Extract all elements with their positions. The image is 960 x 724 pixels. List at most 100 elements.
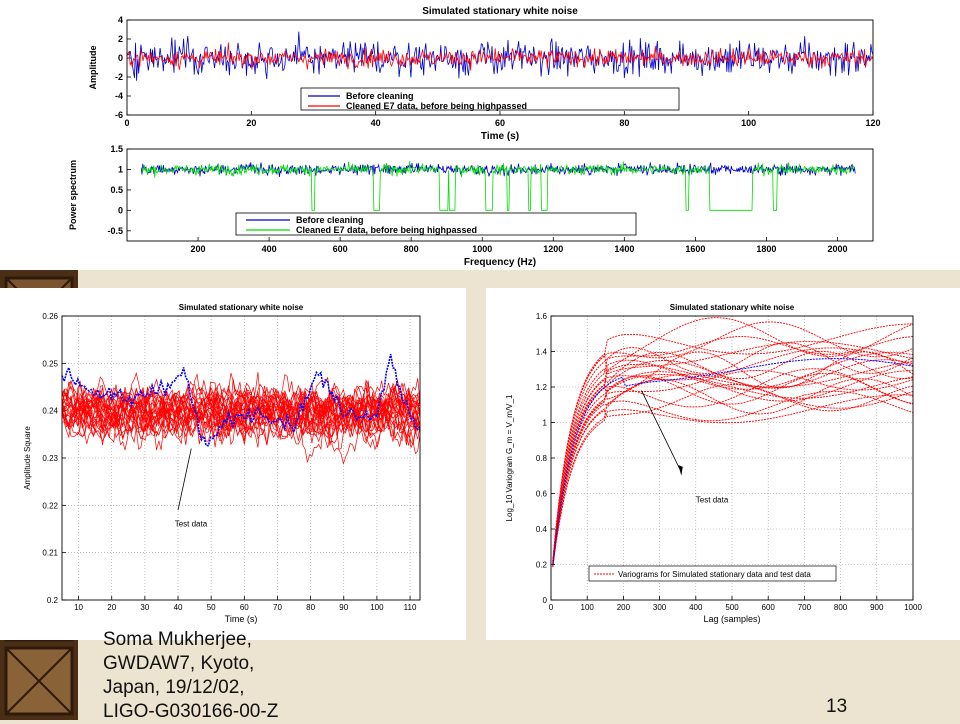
variogram-series-line bbox=[552, 323, 913, 562]
page-number: 13 bbox=[826, 696, 848, 717]
annotation-label: Test data bbox=[175, 520, 208, 529]
variogram-series-line bbox=[552, 336, 914, 562]
legend-box bbox=[588, 565, 837, 582]
x-tick-label: 60 bbox=[240, 603, 249, 612]
y-tick-label: 0.5 bbox=[110, 185, 123, 195]
variogram-series-line bbox=[552, 378, 914, 567]
x-tick-label: 300 bbox=[653, 603, 667, 612]
left-figure-panel: Simulated stationary white noise 10 20 30 40… bbox=[0, 288, 466, 640]
x-tick-label: 40 bbox=[174, 603, 183, 612]
y-axis-label: Amplitude bbox=[88, 46, 98, 90]
variogram-series-line bbox=[552, 342, 914, 563]
simulated-series-line bbox=[61, 372, 421, 451]
test-data-series-line bbox=[61, 353, 421, 447]
plot-frame bbox=[61, 315, 421, 601]
plot-frame bbox=[126, 148, 874, 242]
series-line-cleaned bbox=[126, 42, 874, 71]
slide-footer: Soma Mukherjee, GWDAW7, Kyoto, Japan, 19… bbox=[103, 628, 278, 724]
legend-box bbox=[300, 87, 680, 111]
y-tick-label: 0.2 bbox=[47, 596, 59, 605]
y-tick-label: 0.8 bbox=[536, 454, 548, 463]
y-tick-label: 2 bbox=[118, 34, 123, 44]
variogram-series-line bbox=[552, 374, 914, 566]
y-axis-label: Power spectrum bbox=[68, 160, 78, 230]
variogram-series-line bbox=[552, 370, 913, 566]
x-tick-label: 1600 bbox=[685, 244, 705, 254]
simulated-series-line bbox=[61, 376, 421, 451]
x-tick-label: 40 bbox=[371, 118, 381, 128]
x-axis-label: Lag (samples) bbox=[703, 614, 760, 624]
x-axis-label: Time (s) bbox=[225, 614, 258, 624]
simulated-series-line bbox=[61, 373, 421, 452]
x-tick-label: 50 bbox=[207, 603, 216, 612]
y-tick-label: -2 bbox=[115, 72, 123, 82]
legend-label: Cleaned E7 data, before being highpassed bbox=[296, 225, 477, 235]
x-axis-label: Frequency (Hz) bbox=[464, 257, 536, 268]
variogram-series-line bbox=[552, 321, 914, 562]
variogram-series-line bbox=[552, 390, 914, 567]
x-tick-label: 120 bbox=[865, 118, 880, 128]
x-tick-label: 600 bbox=[762, 603, 776, 612]
x-tick-label: 100 bbox=[741, 118, 756, 128]
x-tick-label: 110 bbox=[404, 603, 417, 612]
variogram-series-line bbox=[552, 317, 914, 561]
y-tick-label: 0 bbox=[118, 205, 123, 215]
series-line-cleaned bbox=[141, 161, 856, 211]
plot-frame bbox=[126, 19, 874, 116]
y-tick-label: 1 bbox=[118, 164, 123, 174]
x-tick-label: 800 bbox=[834, 603, 848, 612]
chart-title: Simulated stationary white noise bbox=[670, 303, 795, 312]
variogram-series-line bbox=[552, 372, 914, 566]
annotation-arrow bbox=[177, 448, 192, 511]
x-tick-label: 20 bbox=[246, 118, 256, 128]
y-tick-label: 0.26 bbox=[42, 312, 58, 321]
x-tick-label: 10 bbox=[74, 603, 83, 612]
x-tick-label: 1400 bbox=[614, 244, 634, 254]
variogram-series-line bbox=[552, 350, 914, 564]
y-tick-label: 0.24 bbox=[42, 407, 58, 416]
footer-author: Soma Mukherjee, bbox=[103, 629, 252, 650]
x-tick-label: 800 bbox=[404, 244, 419, 254]
simulated-series-line bbox=[61, 386, 421, 448]
x-tick-label: 1000 bbox=[472, 244, 492, 254]
test-data-series-line bbox=[552, 358, 914, 566]
simulated-series-line bbox=[61, 382, 421, 440]
x-axis-label: Time (s) bbox=[481, 131, 519, 142]
variogram-series-line bbox=[552, 370, 914, 565]
legend-box bbox=[235, 212, 637, 236]
y-tick-label: 1 bbox=[543, 419, 548, 428]
x-tick-label: 400 bbox=[262, 244, 277, 254]
variogram-series-line bbox=[552, 384, 914, 567]
top-figure-panel: Simulated stationary white noise 0 20 40 60 8… bbox=[0, 0, 960, 270]
variogram-series-line bbox=[552, 351, 914, 564]
y-tick-label: 1.2 bbox=[536, 383, 548, 392]
legend-label: Before cleaning bbox=[346, 91, 414, 101]
x-tick-label: 20 bbox=[107, 603, 116, 612]
variogram-series-line bbox=[552, 373, 914, 566]
y-tick-label: 0.25 bbox=[42, 359, 58, 368]
annotation-arrowhead bbox=[678, 465, 683, 476]
y-tick-label: 0.2 bbox=[536, 561, 548, 570]
x-tick-label: 600 bbox=[333, 244, 348, 254]
y-axis-label: Amplitude Square bbox=[23, 426, 32, 490]
x-tick-label: 30 bbox=[140, 603, 149, 612]
plot-frame bbox=[550, 315, 914, 601]
y-tick-label: 0 bbox=[118, 53, 123, 63]
x-tick-label: 0 bbox=[549, 603, 554, 612]
x-tick-label: 80 bbox=[306, 603, 315, 612]
y-tick-label: 0 bbox=[543, 596, 548, 605]
y-tick-label: 0.21 bbox=[42, 549, 58, 558]
simulated-series-line bbox=[61, 379, 421, 448]
footer-document-id: LIGO-G030166-00-Z bbox=[103, 701, 279, 722]
x-tick-label: 0 bbox=[124, 118, 129, 128]
variogram-series-line bbox=[552, 368, 914, 566]
x-tick-label: 400 bbox=[689, 603, 703, 612]
x-tick-label: 700 bbox=[798, 603, 812, 612]
chart-title: Simulated stationary white noise bbox=[179, 303, 304, 312]
x-tick-label: 90 bbox=[339, 603, 348, 612]
x-tick-label: 200 bbox=[191, 244, 206, 254]
legend-label: Variograms for Simulated stationary data… bbox=[618, 570, 811, 579]
y-tick-label: 1.5 bbox=[110, 144, 123, 154]
